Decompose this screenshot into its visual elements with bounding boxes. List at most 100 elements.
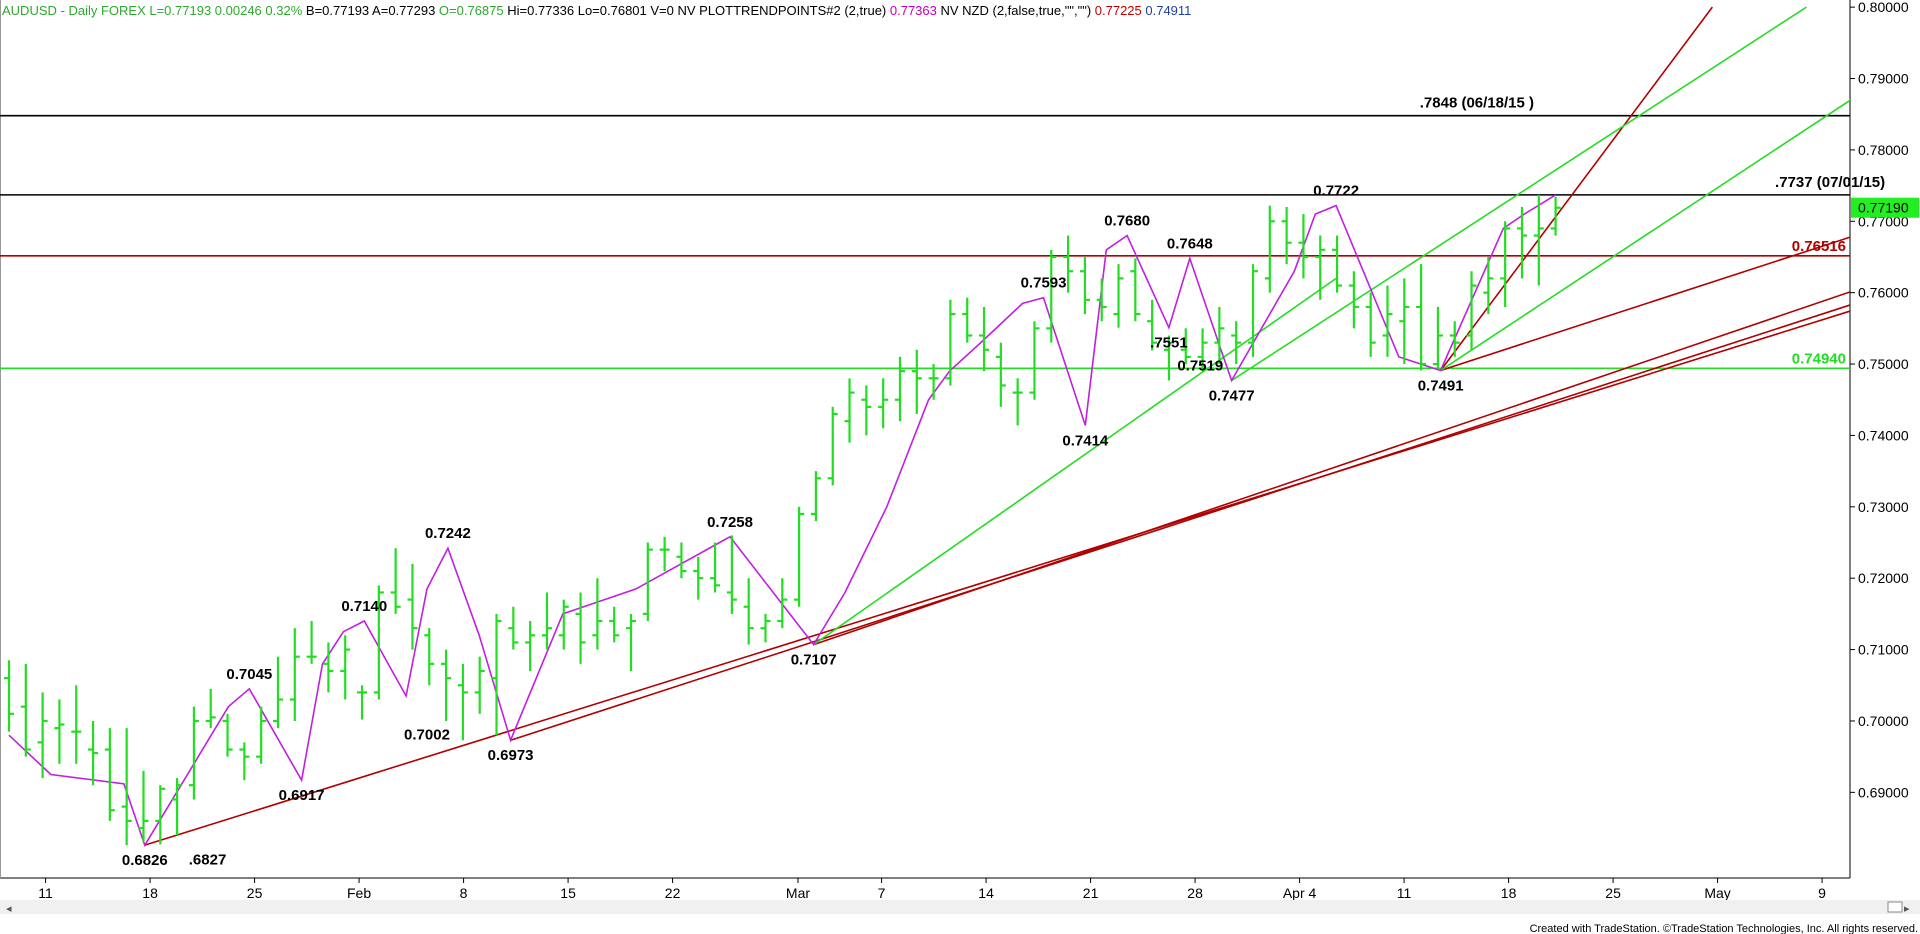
ohlc-bar <box>1399 278 1410 365</box>
pivot-label: 0.7648 <box>1167 235 1213 252</box>
ohlc-bar <box>1483 256 1494 315</box>
ohlc-bar <box>1348 271 1359 329</box>
y-tick-label: 0.74000 <box>1858 427 1909 443</box>
ohlc-bar <box>1163 335 1174 381</box>
pivot-label: 0.6917 <box>279 787 325 804</box>
x-tick-label: 18 <box>142 885 158 901</box>
ohlc-bar <box>1264 205 1275 293</box>
ohlc-bar <box>1029 321 1040 400</box>
ohlc-bar <box>1197 328 1208 372</box>
ohlc-bar <box>357 685 368 720</box>
pivot-label: .6827 <box>189 851 227 868</box>
ohlc-bar <box>37 692 48 779</box>
ohlc-bar <box>928 364 939 400</box>
trend-line <box>813 291 1850 646</box>
y-axis: 0.69000 0.70000 0.71000 0.72000 0.73000 0.740… <box>1850 0 1919 800</box>
pivot-label: 0.7002 <box>404 727 450 744</box>
header-field: B=0.77193 <box>302 3 369 18</box>
ohlc-bar <box>642 542 653 622</box>
ohlc-bar <box>1231 321 1242 365</box>
x-tick-label: 15 <box>560 885 576 901</box>
ohlc-bar <box>457 663 468 741</box>
pivot-label: 0.7140 <box>341 598 387 615</box>
ohlc-bar <box>88 720 99 786</box>
ohlc-bar <box>541 592 552 650</box>
ohlc-bar <box>1063 235 1074 293</box>
x-tick-label: 22 <box>665 885 681 901</box>
ohlc-bar <box>1046 249 1057 343</box>
header-field: 0.77225 <box>1091 3 1142 18</box>
trend-line <box>813 277 1337 646</box>
ohlc-bar <box>1180 328 1191 365</box>
header-field: 0.77363 <box>886 3 937 18</box>
ohlc-bar <box>1533 194 1544 286</box>
ohlc-bar <box>188 706 199 800</box>
header-field: Hi=0.77336 <box>504 3 574 18</box>
ohlc-bar <box>962 297 973 343</box>
ohlc-bar <box>20 663 31 757</box>
ohlc-bar <box>306 621 317 664</box>
ohlc-bar <box>4 660 14 732</box>
last-price-label: 0.77190 <box>1858 200 1909 216</box>
pivot-label: 0.7593 <box>1021 275 1067 292</box>
y-tick-label: 0.76000 <box>1858 285 1909 301</box>
last-price-box <box>1851 197 1919 218</box>
ohlc-bar <box>138 770 149 843</box>
header-field: V=0 <box>647 3 674 18</box>
pivot-label: 0.7477 <box>1209 387 1255 404</box>
ohlc-bar <box>1382 285 1393 357</box>
x-tick-label: 7 <box>878 885 886 901</box>
horizontal-scrollbar[interactable]: ◂ ▸ <box>0 900 1920 915</box>
ohlc-bar <box>609 606 620 643</box>
ohlc-bar <box>54 699 65 764</box>
ohlc-bar <box>1315 235 1326 300</box>
ohlc-bar <box>1466 271 1477 350</box>
ohlc-bar <box>726 535 737 614</box>
ohlc-bar <box>1214 306 1225 365</box>
horizontal-levels <box>0 114 1850 370</box>
ohlc-bar <box>71 685 82 764</box>
pivot-label: 0.7107 <box>791 652 837 669</box>
ohlc-bar <box>710 542 721 593</box>
ohlc-bar <box>558 599 569 650</box>
header-field: 0.74911 <box>1142 3 1192 18</box>
x-tick-label: Apr 4 <box>1283 885 1317 901</box>
header-field: NV NZD (2,false,true,"","") <box>937 3 1091 18</box>
x-tick-label: Feb <box>347 885 371 901</box>
header-field: 0.32% <box>262 3 303 18</box>
trend-line <box>1440 236 1850 372</box>
ohlc-bar <box>508 606 519 650</box>
ohlc-bar <box>794 506 805 607</box>
ohlc-bar <box>1516 207 1527 279</box>
x-tick-label: 25 <box>1605 885 1621 901</box>
ohlc-bar <box>894 356 905 422</box>
x-tick-label: May <box>1704 885 1730 901</box>
header-field: A=0.77293 <box>369 3 435 18</box>
pivot-label: 0.7722 <box>1313 183 1359 200</box>
trend-line <box>144 310 1850 846</box>
ohlc-bar <box>1248 264 1259 357</box>
ohlc-bar <box>373 585 384 700</box>
ohlc-bar <box>1079 256 1090 315</box>
ohlc-bar <box>424 628 435 686</box>
ohlc-bar <box>979 306 990 372</box>
scroll-right-arrow-icon: ▸ <box>1904 902 1910 915</box>
ohlc-bar <box>323 642 334 693</box>
ohlc-bar <box>861 385 872 436</box>
ohlc-bar <box>272 656 283 729</box>
ohlc-bar <box>743 578 754 645</box>
x-tick-label: 25 <box>247 885 263 901</box>
ohlc-bar <box>1147 299 1158 351</box>
ohlc-bar <box>407 563 418 650</box>
x-tick-label: 18 <box>1501 885 1517 901</box>
ohlc-bar <box>1012 378 1023 426</box>
y-tick-label: 0.70000 <box>1858 713 1909 729</box>
x-tick-label: Mar <box>786 885 810 901</box>
ohlc-bar <box>205 688 216 729</box>
ohlc-bar <box>693 556 704 600</box>
ohlc-bar <box>474 656 485 714</box>
header-field: AUDUSD - Daily FOREX <box>2 3 146 18</box>
header-line: AUDUSD - Daily FOREX L=0.77193 0.00246 0… <box>2 3 1191 18</box>
